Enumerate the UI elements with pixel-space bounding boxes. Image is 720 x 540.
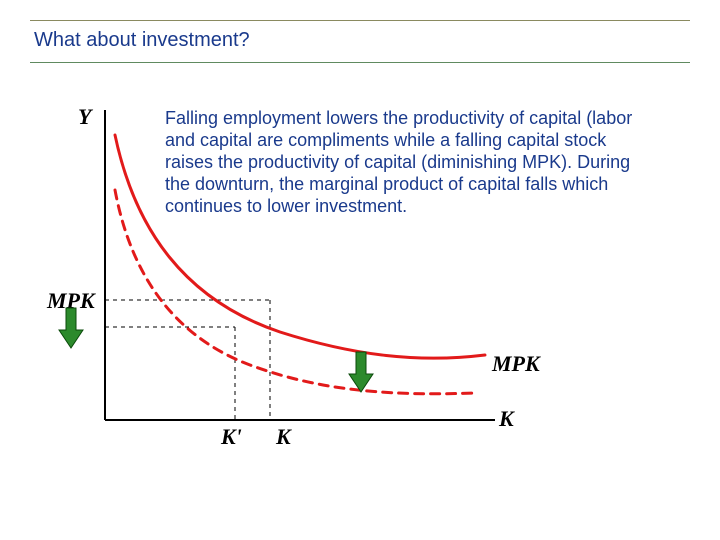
y-axis-label: Y xyxy=(78,104,91,130)
title-region: What about investment? xyxy=(30,20,690,63)
mpk-curve-label: MPK xyxy=(492,351,540,377)
chart-svg xyxy=(50,100,570,460)
title-rule-bottom xyxy=(30,62,690,63)
slide: What about investment? Falling employmen… xyxy=(0,0,720,540)
k-label: K xyxy=(276,424,291,450)
slide-title: What about investment? xyxy=(30,21,690,62)
down-arrow-icon xyxy=(58,306,84,350)
k-prime-label: K' xyxy=(221,424,242,450)
mpk-chart: Y MPK K' K K MPK xyxy=(50,100,570,460)
down-arrow-icon xyxy=(348,350,374,394)
x-axis-label: K xyxy=(499,406,514,432)
